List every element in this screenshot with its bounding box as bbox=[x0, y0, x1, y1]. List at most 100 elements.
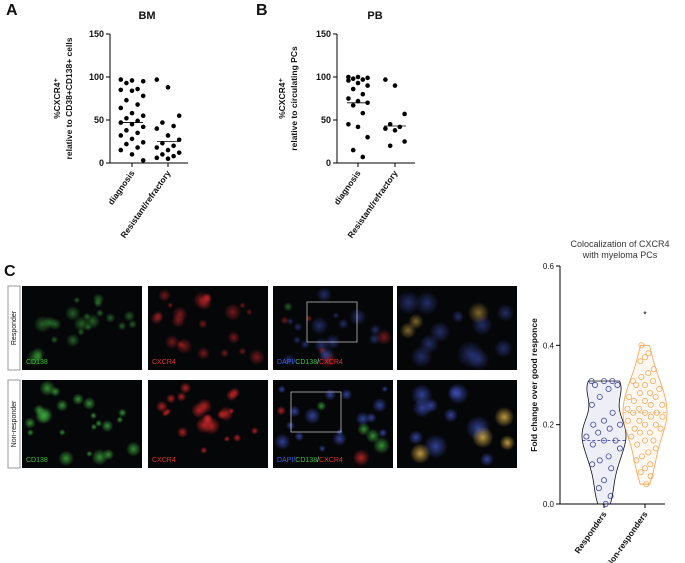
point bbox=[636, 389, 643, 396]
cell bbox=[479, 452, 494, 467]
dot bbox=[160, 152, 165, 157]
cell bbox=[82, 396, 96, 411]
cell bbox=[39, 380, 56, 397]
cell bbox=[89, 412, 97, 420]
chart-title: PB bbox=[367, 10, 382, 22]
cell bbox=[316, 401, 327, 411]
point bbox=[650, 366, 657, 373]
cell bbox=[198, 319, 208, 329]
cell bbox=[294, 431, 305, 442]
merge-part: CD138 bbox=[295, 457, 317, 464]
point bbox=[637, 358, 644, 365]
dot bbox=[129, 110, 135, 116]
cell bbox=[293, 336, 302, 345]
point bbox=[605, 453, 612, 460]
cell bbox=[128, 319, 137, 329]
point bbox=[608, 465, 615, 472]
point bbox=[601, 477, 607, 484]
dot bbox=[165, 85, 171, 90]
dot bbox=[392, 128, 398, 133]
micrograph bbox=[22, 380, 142, 468]
cell bbox=[409, 443, 431, 464]
point bbox=[638, 342, 645, 349]
dot bbox=[176, 113, 182, 118]
dot bbox=[129, 152, 135, 157]
point bbox=[624, 405, 631, 412]
point bbox=[602, 501, 609, 507]
merge-part: DAPI/ bbox=[277, 457, 295, 464]
cell bbox=[448, 385, 463, 400]
cell bbox=[303, 407, 321, 425]
dot bbox=[176, 150, 182, 155]
cell bbox=[179, 382, 192, 394]
cell bbox=[55, 399, 69, 412]
channel-label: CXCR4 bbox=[152, 359, 176, 366]
cell bbox=[324, 388, 337, 401]
cell bbox=[467, 348, 490, 371]
dot bbox=[140, 93, 146, 99]
dot bbox=[350, 147, 356, 153]
dot bbox=[140, 113, 146, 118]
dot bbox=[154, 77, 160, 82]
point bbox=[647, 473, 654, 480]
dot bbox=[365, 134, 370, 140]
y-axis-label: %CXCR4⁺ bbox=[277, 78, 287, 119]
cell bbox=[285, 420, 295, 430]
cell bbox=[282, 353, 296, 367]
y-tick-label: 0 bbox=[99, 158, 104, 168]
cell bbox=[24, 417, 36, 429]
dot bbox=[118, 120, 124, 125]
merge-part: DAPI/ bbox=[277, 359, 295, 366]
point bbox=[595, 429, 602, 436]
y-axis-label: Fold change over good responce bbox=[529, 318, 539, 452]
violin bbox=[581, 380, 627, 505]
cell bbox=[196, 346, 210, 360]
dot bbox=[140, 124, 146, 130]
cell bbox=[158, 289, 171, 302]
point bbox=[652, 393, 659, 400]
dot bbox=[346, 78, 351, 83]
channel-label: CD138 bbox=[26, 359, 48, 366]
point bbox=[637, 469, 644, 476]
point bbox=[645, 370, 652, 377]
dot bbox=[129, 122, 135, 127]
dot bbox=[135, 145, 140, 150]
cell bbox=[443, 408, 459, 423]
merge-part: CXCR4 bbox=[319, 457, 343, 464]
cell bbox=[227, 331, 241, 344]
point bbox=[636, 405, 643, 412]
y-axis-label: relative to CD38+CD138+ cells bbox=[64, 37, 74, 159]
point bbox=[633, 382, 640, 388]
dot bbox=[129, 78, 135, 83]
point bbox=[647, 413, 654, 420]
cell bbox=[220, 348, 230, 358]
dot bbox=[365, 75, 370, 81]
cell bbox=[65, 333, 80, 348]
cell bbox=[93, 298, 103, 308]
cell bbox=[365, 428, 381, 444]
point bbox=[642, 421, 648, 428]
cell bbox=[250, 427, 259, 435]
dot bbox=[360, 154, 366, 160]
x-tick-label: Responders bbox=[572, 509, 609, 555]
point bbox=[642, 437, 648, 444]
dot bbox=[402, 139, 407, 144]
cell bbox=[293, 322, 303, 332]
cell bbox=[232, 433, 242, 443]
point bbox=[628, 433, 635, 440]
dot bbox=[118, 105, 124, 111]
cell bbox=[176, 426, 189, 438]
panel-label: A bbox=[6, 2, 18, 19]
cell bbox=[349, 308, 367, 326]
cell bbox=[365, 412, 377, 424]
dot bbox=[165, 133, 171, 138]
channel-label: CXCR4 bbox=[152, 457, 176, 464]
point bbox=[636, 417, 643, 424]
cell bbox=[316, 287, 332, 303]
dot bbox=[392, 83, 398, 88]
y-tick-label: 0.2 bbox=[543, 421, 555, 430]
cell bbox=[280, 316, 289, 325]
cell bbox=[95, 309, 104, 318]
zoom-box bbox=[306, 301, 358, 343]
cell bbox=[399, 322, 417, 339]
